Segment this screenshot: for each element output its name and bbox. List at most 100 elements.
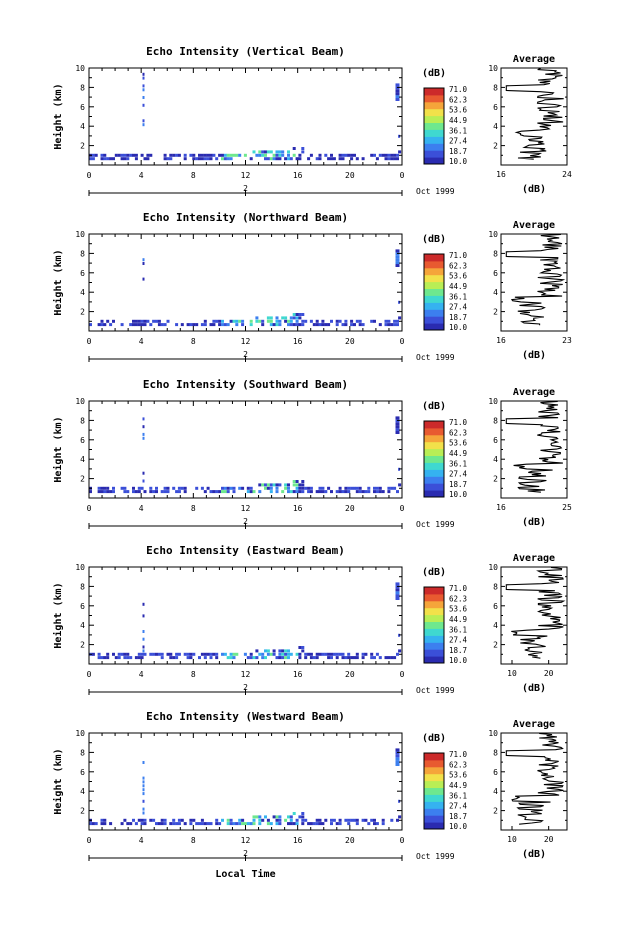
echo-cell (266, 157, 270, 161)
echo-cell (289, 818, 293, 822)
x-tick-label: 12 (241, 504, 251, 513)
echo-cell (278, 153, 282, 157)
echo-cell (304, 319, 308, 323)
echo-cell (304, 652, 308, 656)
echo-cell (395, 98, 400, 101)
echo-cell (355, 319, 359, 323)
echo-cell (358, 323, 362, 327)
colorbar-swatch (424, 780, 444, 788)
avg-y-tick-label: 6 (493, 269, 498, 278)
echo-cell (269, 652, 273, 656)
echo-panel-2: Echo Intensity (Northward Beam) 2 4 6 8 10 Hei… (52, 211, 572, 362)
echo-cell (309, 486, 313, 490)
echo-cell (241, 319, 245, 323)
echo-cell (287, 490, 290, 494)
echo-cell (264, 649, 267, 653)
echo-cell (395, 754, 400, 758)
echo-cell (330, 656, 333, 660)
echo-cell (390, 323, 394, 327)
echo-cell (395, 89, 400, 93)
echo-cell (358, 490, 362, 494)
echo-cell (312, 822, 316, 826)
echo-cell (261, 319, 265, 323)
echo-cell (169, 822, 173, 826)
echo-cell (175, 323, 179, 327)
echo-cell (209, 323, 213, 327)
echo-cell (172, 153, 176, 157)
echo-cell (292, 153, 296, 157)
echo-cell (137, 323, 141, 327)
y-tick-label: 10 (75, 729, 85, 738)
echo-cell (166, 319, 170, 323)
echo-cell (100, 157, 104, 161)
colorbar-level: 53.6 (449, 106, 468, 115)
colorbar-level: 44.9 (449, 615, 467, 624)
echo-cell (301, 147, 305, 150)
echo-cell (258, 150, 262, 154)
avg-y-tick-label: 6 (493, 436, 498, 445)
echo-cell (249, 486, 253, 490)
echo-cell (301, 822, 305, 826)
colorbar-level: 44.9 (449, 781, 467, 790)
echo-cell (180, 486, 184, 490)
echo-cell (106, 486, 110, 490)
echo-cell (275, 486, 279, 490)
echo-cell (209, 656, 213, 660)
colorbar (424, 254, 444, 331)
date-label: Oct 1999 (416, 686, 455, 695)
echo-cell (175, 652, 179, 656)
echo-cell (206, 157, 210, 161)
echo-cell (232, 486, 236, 490)
echo-cell (238, 486, 242, 490)
echo-cell (166, 486, 170, 490)
echo-cell (292, 313, 296, 316)
echo-cell (395, 748, 400, 752)
echo-cell (134, 656, 138, 660)
echo-cell (258, 652, 262, 656)
y-tick-label: 10 (75, 64, 85, 73)
echo-cell (266, 822, 270, 826)
echo-cell (198, 153, 201, 157)
echo-cell (284, 818, 288, 822)
echo-cell (370, 319, 374, 323)
echo-cell (312, 656, 316, 660)
echo-cell (120, 486, 124, 490)
echo-cell (246, 656, 250, 660)
echo-cell (393, 157, 397, 161)
echo-cell (223, 490, 227, 494)
echo-cell (238, 319, 242, 323)
echo-cell (278, 652, 282, 656)
colorbar-swatch (424, 434, 444, 443)
y-axis-label: Height (km) (52, 83, 64, 149)
echo-cell (321, 490, 325, 494)
echo-cell (215, 319, 219, 323)
x-tick-label: 16 (293, 504, 303, 513)
y-tick-label: 4 (80, 122, 85, 131)
echo-cell (361, 656, 365, 660)
echo-cell (97, 652, 101, 656)
echo-cell (272, 649, 276, 653)
echo-cell (142, 84, 145, 88)
y-tick-label: 2 (80, 142, 85, 151)
x-tick-label: 8 (191, 337, 196, 346)
echo-cell (266, 818, 270, 822)
avg-x-label: (dB) (522, 184, 546, 195)
echo-cell (203, 319, 207, 323)
echo-cell (132, 490, 135, 494)
colorbar-level: 27.4 (449, 802, 468, 811)
echo-cell (223, 652, 227, 656)
echo-cell (398, 815, 402, 819)
echo-cell (261, 652, 265, 656)
echo-cell (163, 323, 167, 327)
echo-cell (350, 323, 354, 327)
echo-cell (275, 822, 279, 826)
colorbar-level: 62.3 (449, 428, 467, 437)
echo-cell (384, 323, 388, 327)
echo-cell (103, 157, 107, 161)
echo-cell (261, 150, 265, 154)
echo-cell (169, 652, 173, 656)
colorbar (424, 421, 444, 498)
echo-cell (152, 818, 156, 822)
echo-cell (378, 490, 382, 494)
echo-cell (137, 652, 141, 656)
